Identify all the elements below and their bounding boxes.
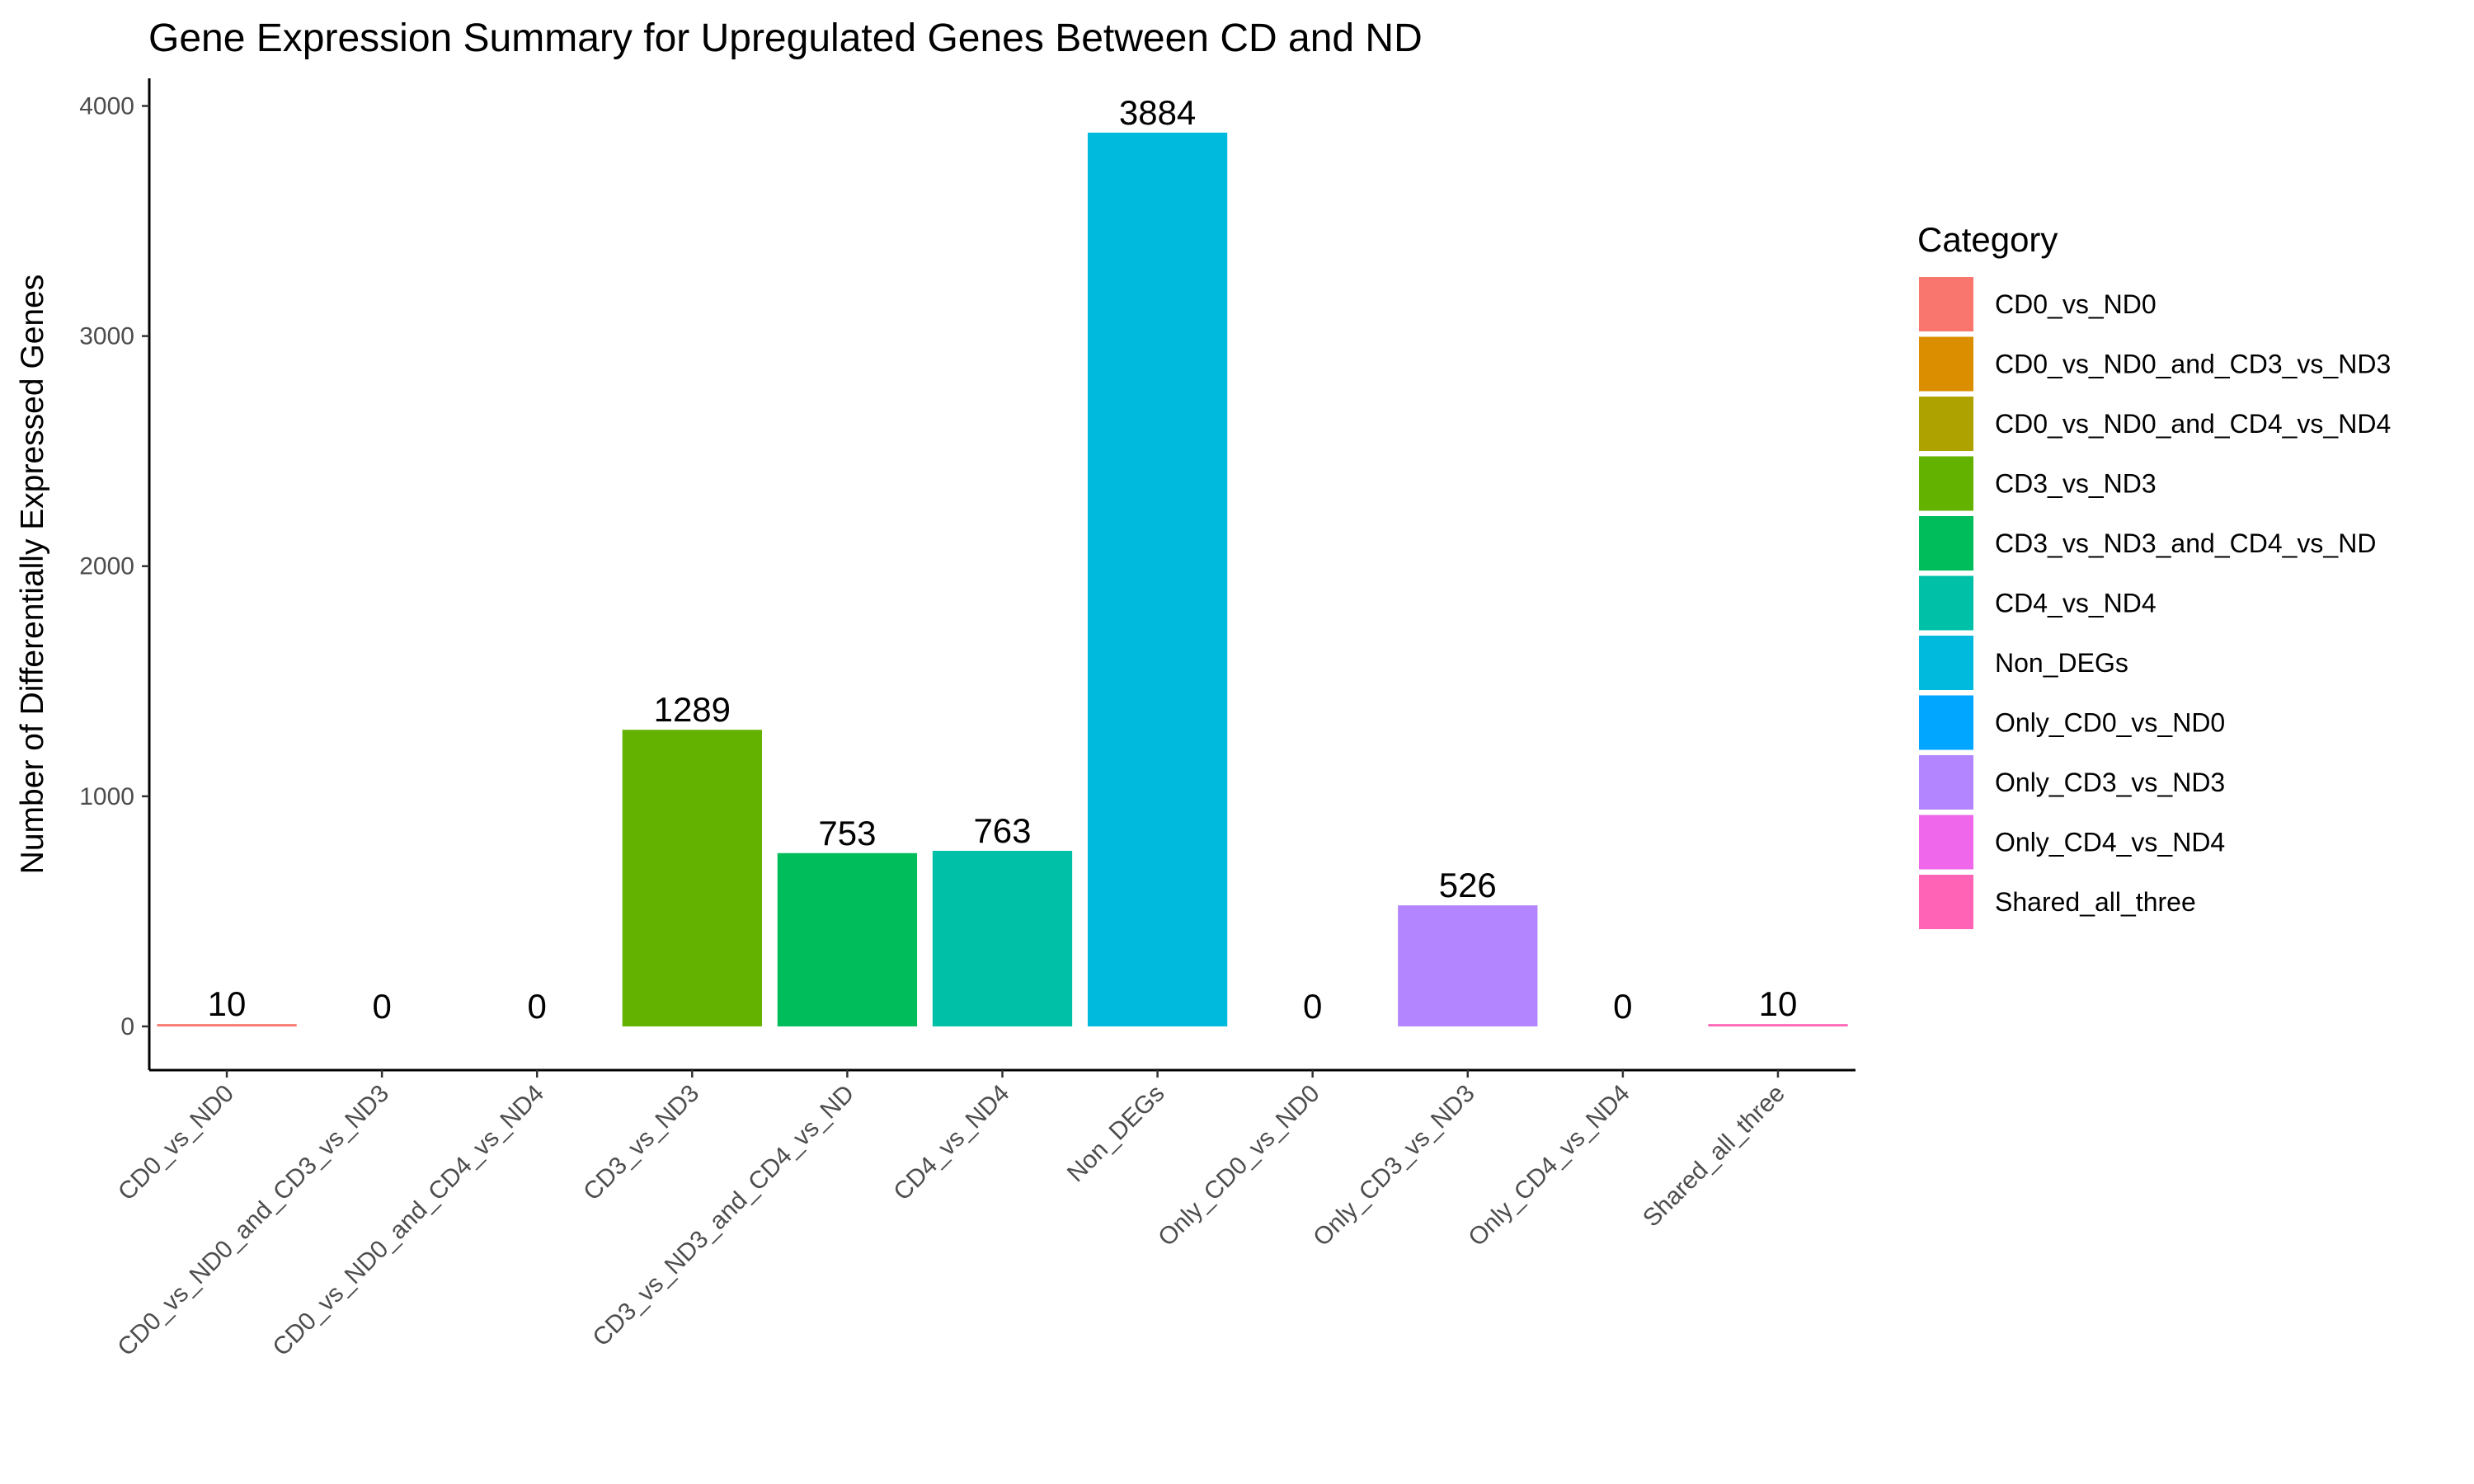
data-label-CD3_vs_ND3: 1289 <box>654 690 731 729</box>
x-tick-label-CD0_vs_ND0: CD0_vs_ND0 <box>113 1080 239 1206</box>
legend-label-Only_CD3_vs_ND3: Only_CD3_vs_ND3 <box>1995 768 2225 797</box>
data-label-Only_CD3_vs_ND3: 526 <box>1439 866 1497 904</box>
legend-label-CD3_vs_ND3_and_CD4_vs_ND: CD3_vs_ND3_and_CD4_vs_ND <box>1995 528 2376 558</box>
x-tick-label-CD0_vs_ND0_and_CD4_vs_ND4: CD0_vs_ND0_and_CD4_vs_ND4 <box>267 1080 549 1362</box>
x-tick-label-Shared_all_three: Shared_all_three <box>1638 1080 1790 1233</box>
legend-key-CD3_vs_ND3_and_CD4_vs_ND <box>1919 516 1973 571</box>
legend-key-CD0_vs_ND0_and_CD4_vs_ND4 <box>1919 397 1973 451</box>
legend-key-CD3_vs_ND3 <box>1919 456 1973 511</box>
data-label-Only_CD0_vs_ND0: 0 <box>1303 987 1322 1026</box>
x-tick-label-CD3_vs_ND3_and_CD4_vs_ND: CD3_vs_ND3_and_CD4_vs_ND <box>587 1080 859 1352</box>
data-label-Shared_all_three: 10 <box>1759 984 1798 1023</box>
bar-Only_CD3_vs_ND3 <box>1398 905 1538 1026</box>
x-tick-label-CD4_vs_ND4: CD4_vs_ND4 <box>888 1080 1014 1206</box>
y-tick-label-3000: 3000 <box>79 323 134 350</box>
legend-label-CD0_vs_ND0: CD0_vs_ND0 <box>1995 289 2157 319</box>
x-tick-label-Only_CD0_vs_ND0: Only_CD0_vs_ND0 <box>1153 1080 1324 1252</box>
legend-title: Category <box>1917 220 2058 259</box>
x-tick-label-CD3_vs_ND3: CD3_vs_ND3 <box>578 1080 704 1206</box>
data-label-CD0_vs_ND0: 10 <box>208 984 247 1023</box>
bar-CD4_vs_ND4 <box>932 851 1073 1026</box>
legend-key-Only_CD0_vs_ND0 <box>1919 695 1973 750</box>
x-tick-label-CD0_vs_ND0_and_CD3_vs_ND3: CD0_vs_ND0_and_CD3_vs_ND3 <box>112 1080 394 1362</box>
legend-label-Non_DEGs: Non_DEGs <box>1995 648 2128 678</box>
legend-label-Shared_all_three: Shared_all_three <box>1995 887 2196 917</box>
x-tick-label-Non_DEGs: Non_DEGs <box>1062 1080 1170 1188</box>
bar-CD3_vs_ND3_and_CD4_vs_ND <box>777 852 918 1026</box>
legend-key-Shared_all_three <box>1919 875 1973 929</box>
legend-label-CD3_vs_ND3: CD3_vs_ND3 <box>1995 469 2157 499</box>
legend-label-CD4_vs_ND4: CD4_vs_ND4 <box>1995 589 2157 618</box>
x-tick-label-Only_CD3_vs_ND3: Only_CD3_vs_ND3 <box>1308 1080 1479 1252</box>
legend-label-CD0_vs_ND0_and_CD3_vs_ND3: CD0_vs_ND0_and_CD3_vs_ND3 <box>1995 350 2391 379</box>
y-tick-label-4000: 4000 <box>79 92 134 120</box>
legend-label-Only_CD0_vs_ND0: Only_CD0_vs_ND0 <box>1995 708 2225 738</box>
legend-key-CD0_vs_ND0_and_CD3_vs_ND3 <box>1919 336 1973 392</box>
data-label-CD4_vs_ND4: 763 <box>973 811 1031 850</box>
bar-CD3_vs_ND3 <box>622 730 762 1026</box>
legend-label-Only_CD4_vs_ND4: Only_CD4_vs_ND4 <box>1995 828 2225 857</box>
data-label-CD3_vs_ND3_and_CD4_vs_ND: 753 <box>818 814 876 852</box>
legend-label-CD0_vs_ND0_and_CD4_vs_ND4: CD0_vs_ND0_and_CD4_vs_ND4 <box>1995 409 2391 439</box>
legend: CD0_vs_ND0 CD0_vs_ND0_and_CD3_vs_ND3 CD0_v… <box>1919 277 2391 929</box>
bar-Shared_all_three <box>1708 1024 1848 1026</box>
legend-key-Non_DEGs <box>1919 636 1973 690</box>
chart-title: Gene Expression Summary for Upregulated … <box>148 16 1423 60</box>
data-label-CD0_vs_ND0_and_CD3_vs_ND3: 0 <box>372 987 391 1026</box>
data-label-Only_CD4_vs_ND4: 0 <box>1613 987 1632 1026</box>
legend-key-CD4_vs_ND4 <box>1919 575 1973 631</box>
x-tick-label-Only_CD4_vs_ND4: Only_CD4_vs_ND4 <box>1463 1080 1634 1252</box>
y-tick-label-0: 0 <box>120 1013 134 1040</box>
legend-key-CD0_vs_ND0 <box>1919 277 1973 331</box>
data-label-CD0_vs_ND0_and_CD4_vs_ND4: 0 <box>528 987 547 1026</box>
bar-Non_DEGs <box>1087 132 1228 1026</box>
data-label-Non_DEGs: 3884 <box>1119 93 1196 132</box>
y-tick-label-2000: 2000 <box>79 553 134 580</box>
legend-key-Only_CD3_vs_ND3 <box>1919 755 1973 810</box>
legend-key-Only_CD4_vs_ND4 <box>1919 815 1973 870</box>
y-axis-label: Number of Differentially Expressed Genes <box>15 275 50 875</box>
bar-CD0_vs_ND0 <box>157 1024 297 1026</box>
y-tick-label-1000: 1000 <box>79 783 134 810</box>
